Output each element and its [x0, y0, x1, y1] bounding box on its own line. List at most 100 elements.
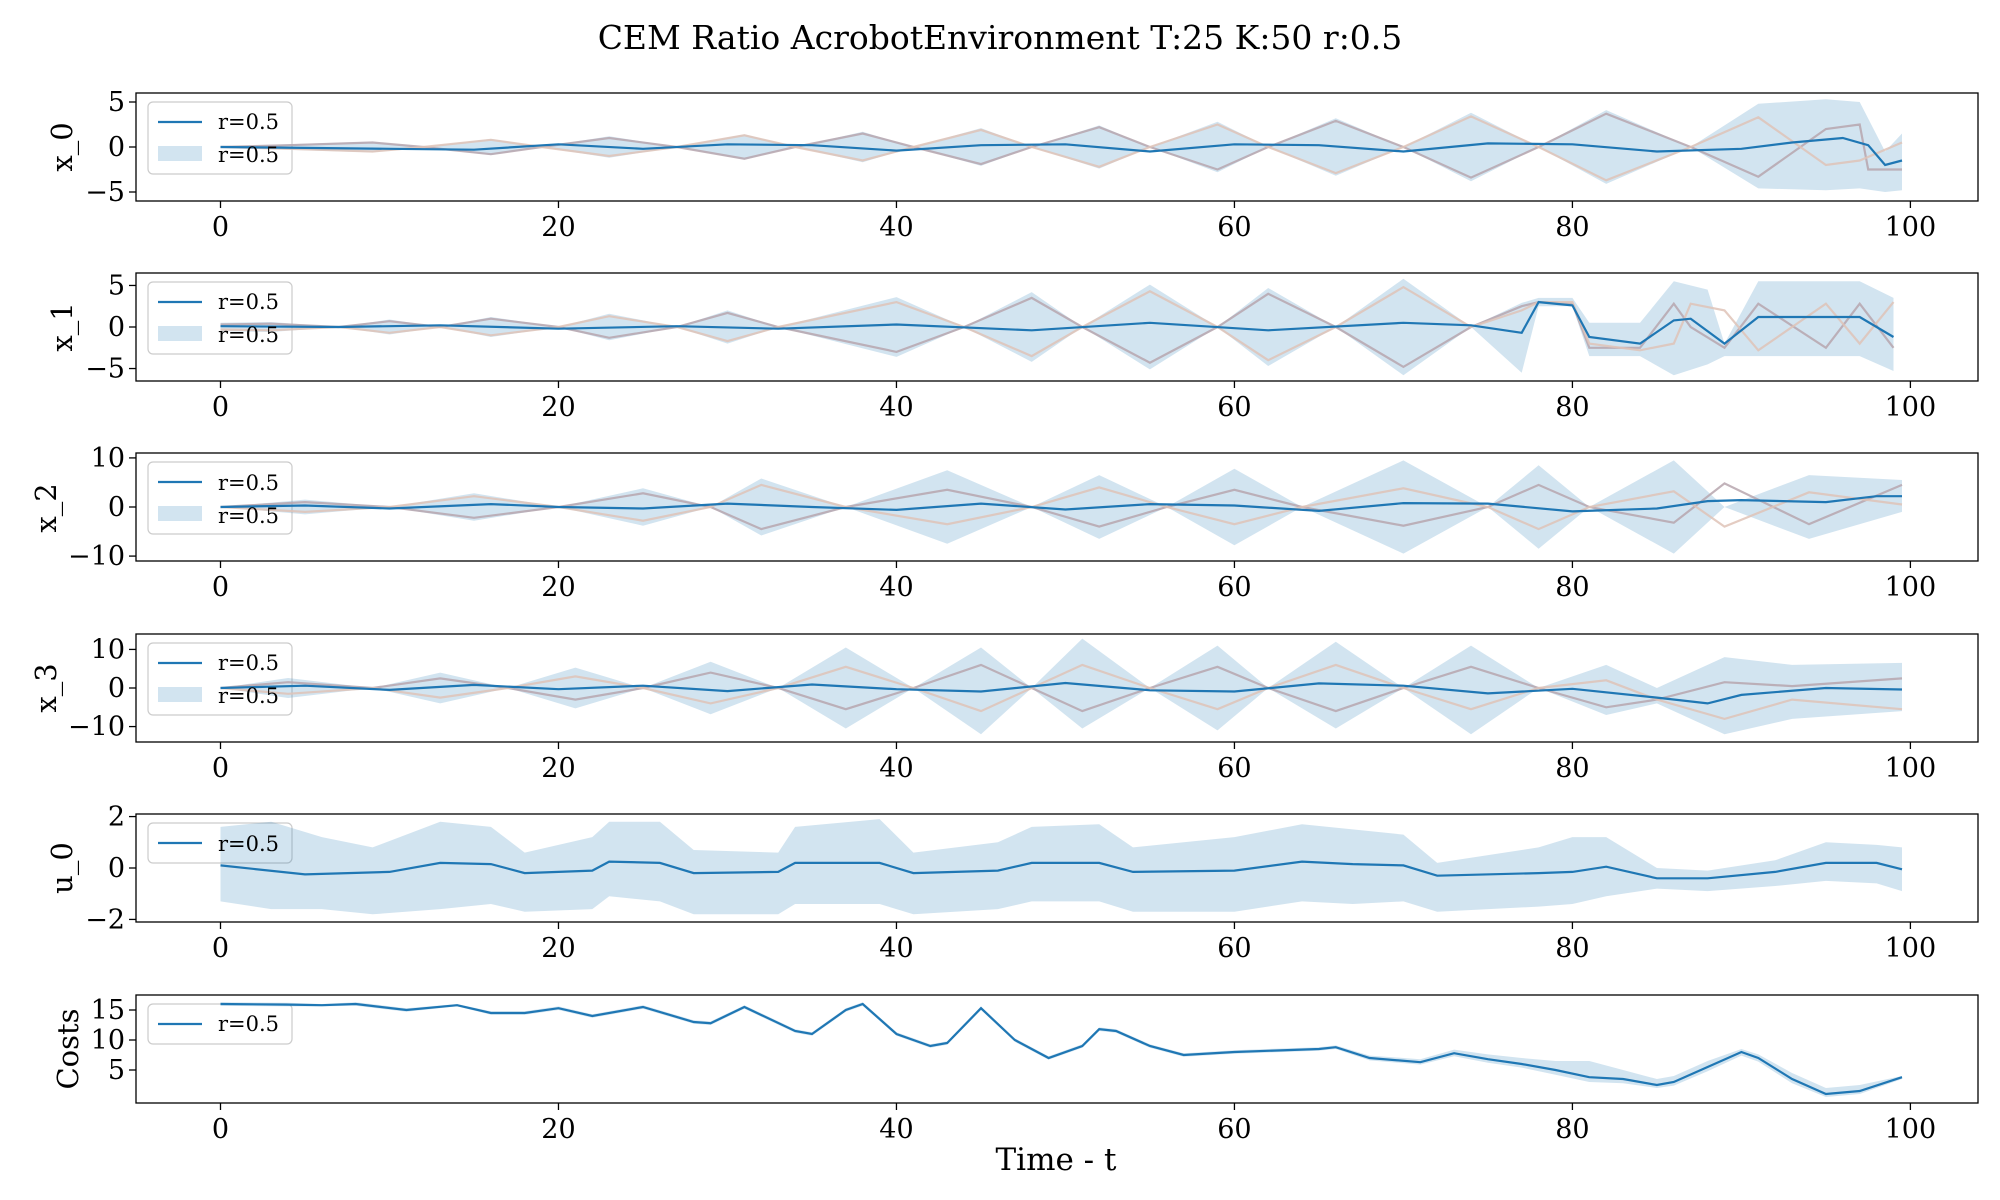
legend-line-label: r=0.5	[218, 832, 279, 856]
confidence-band	[220, 819, 1902, 915]
y-tick-label: 0	[108, 132, 125, 163]
x-tick-label: 20	[541, 1114, 575, 1145]
legend-band-label: r=0.5	[218, 323, 279, 347]
x-tick-label: 60	[1217, 753, 1251, 784]
legend-band-label: r=0.5	[218, 504, 279, 528]
legend-line-label: r=0.5	[218, 1012, 279, 1036]
confidence-band	[220, 278, 1894, 376]
x-tick-label: 0	[212, 392, 229, 423]
plot-area	[220, 278, 1895, 376]
x-tick-label: 20	[541, 933, 575, 964]
legend-band-swatch	[158, 506, 202, 521]
mean-line	[220, 860, 1903, 880]
x-tick-label: 40	[879, 572, 913, 603]
x-tick-label: 40	[879, 1114, 913, 1145]
y-tick-label: −10	[68, 712, 125, 743]
plot-area	[220, 1002, 1903, 1097]
x-tick-label: 60	[1217, 392, 1251, 423]
x-tick-label: 40	[879, 753, 913, 784]
legend-line-label: r=0.5	[218, 110, 279, 134]
sample-line-b	[220, 483, 1903, 531]
sample-line-b	[220, 663, 1903, 721]
y-axis-label: x_0	[45, 122, 80, 171]
x-tick-label: 60	[1217, 572, 1251, 603]
plot-area	[220, 819, 1903, 915]
x-tick-label: 100	[1885, 753, 1937, 784]
y-tick-label: 5	[108, 1055, 125, 1086]
y-tick-label: −10	[68, 541, 125, 572]
mean-line	[220, 495, 1902, 513]
x-tick-label: 0	[212, 572, 229, 603]
legend-box	[147, 281, 293, 355]
x-tick-label: 20	[541, 753, 575, 784]
legend-line-label: r=0.5	[218, 290, 279, 314]
legend-band-swatch	[158, 326, 202, 341]
x-tick-label: 40	[879, 392, 913, 423]
confidence-band	[220, 638, 1902, 735]
y-axis-label: u_0	[45, 842, 80, 894]
plot-area	[220, 638, 1903, 735]
x-tick-label: 80	[1555, 753, 1589, 784]
legend-box	[147, 1003, 293, 1045]
y-tick-label: 0	[108, 673, 125, 704]
y-axis-label: Costs	[51, 1008, 85, 1089]
x-tick-label: 100	[1885, 392, 1937, 423]
y-tick-label: −2	[85, 904, 125, 935]
mean-line	[220, 1002, 1903, 1096]
y-tick-label: 10	[91, 443, 125, 474]
x-tick-label: 80	[1555, 572, 1589, 603]
legend-line-label: r=0.5	[218, 651, 279, 675]
legend-band-swatch	[158, 146, 202, 161]
figure-title: CEM Ratio AcrobotEnvironment T:25 K:50 r…	[598, 18, 1403, 57]
x-tick-label: 40	[879, 212, 913, 243]
confidence-band	[220, 99, 1902, 192]
sample-line-a	[220, 663, 1903, 713]
plot-area	[220, 460, 1903, 554]
legend-box	[147, 461, 293, 535]
legend-box	[147, 822, 293, 864]
y-axis-label: x_3	[29, 663, 64, 712]
y-tick-label: 0	[108, 492, 125, 523]
y-tick-label: 5	[108, 270, 125, 301]
legend-box	[147, 101, 293, 175]
sample-line-b	[220, 115, 1903, 182]
mean-line	[220, 300, 1895, 345]
x-tick-label: 60	[1217, 1114, 1251, 1145]
x-tick-label: 80	[1555, 212, 1589, 243]
mean-line	[220, 136, 1903, 167]
sample-line-a	[220, 112, 1902, 179]
y-tick-label: −5	[85, 177, 125, 208]
subplot-x1: x_1 −5 0 5 0 20 40 60 80 100 r=0.5 r=0.5	[45, 270, 1979, 423]
mean-line	[220, 681, 1903, 705]
x-tick-label: 80	[1555, 1114, 1589, 1145]
y-tick-label: 0	[108, 312, 125, 343]
x-tick-label: 20	[541, 212, 575, 243]
y-tick-label: 2	[108, 802, 125, 833]
y-tick-label: −5	[85, 354, 125, 385]
legend-band-label: r=0.5	[218, 684, 279, 708]
x-tick-label: 20	[541, 572, 575, 603]
x-tick-label: 100	[1885, 1114, 1937, 1145]
sample-line-a	[220, 482, 1903, 531]
x-tick-label: 0	[212, 753, 229, 784]
x-tick-label: 60	[1217, 212, 1251, 243]
x-tick-label: 100	[1885, 212, 1937, 243]
x-tick-label: 80	[1555, 933, 1589, 964]
y-tick-label: 10	[91, 1025, 125, 1056]
confidence-band	[220, 460, 1902, 554]
x-tick-label: 0	[212, 1114, 229, 1145]
legend-band-label: r=0.5	[218, 143, 279, 167]
x-tick-label: 80	[1555, 392, 1589, 423]
y-tick-label: 10	[91, 634, 125, 665]
x-axis-label: Time - t	[996, 1142, 1118, 1178]
legend-box	[147, 642, 293, 716]
subplot-x0: x_0 −5 0 5 0 20 40 60 80 100 r=0.5 r=0.5	[45, 87, 1979, 243]
legend-band-swatch	[158, 687, 202, 702]
x-tick-label: 0	[212, 212, 229, 243]
x-tick-label: 40	[879, 933, 913, 964]
plot-area	[220, 99, 1903, 192]
x-tick-label: 100	[1885, 572, 1937, 603]
